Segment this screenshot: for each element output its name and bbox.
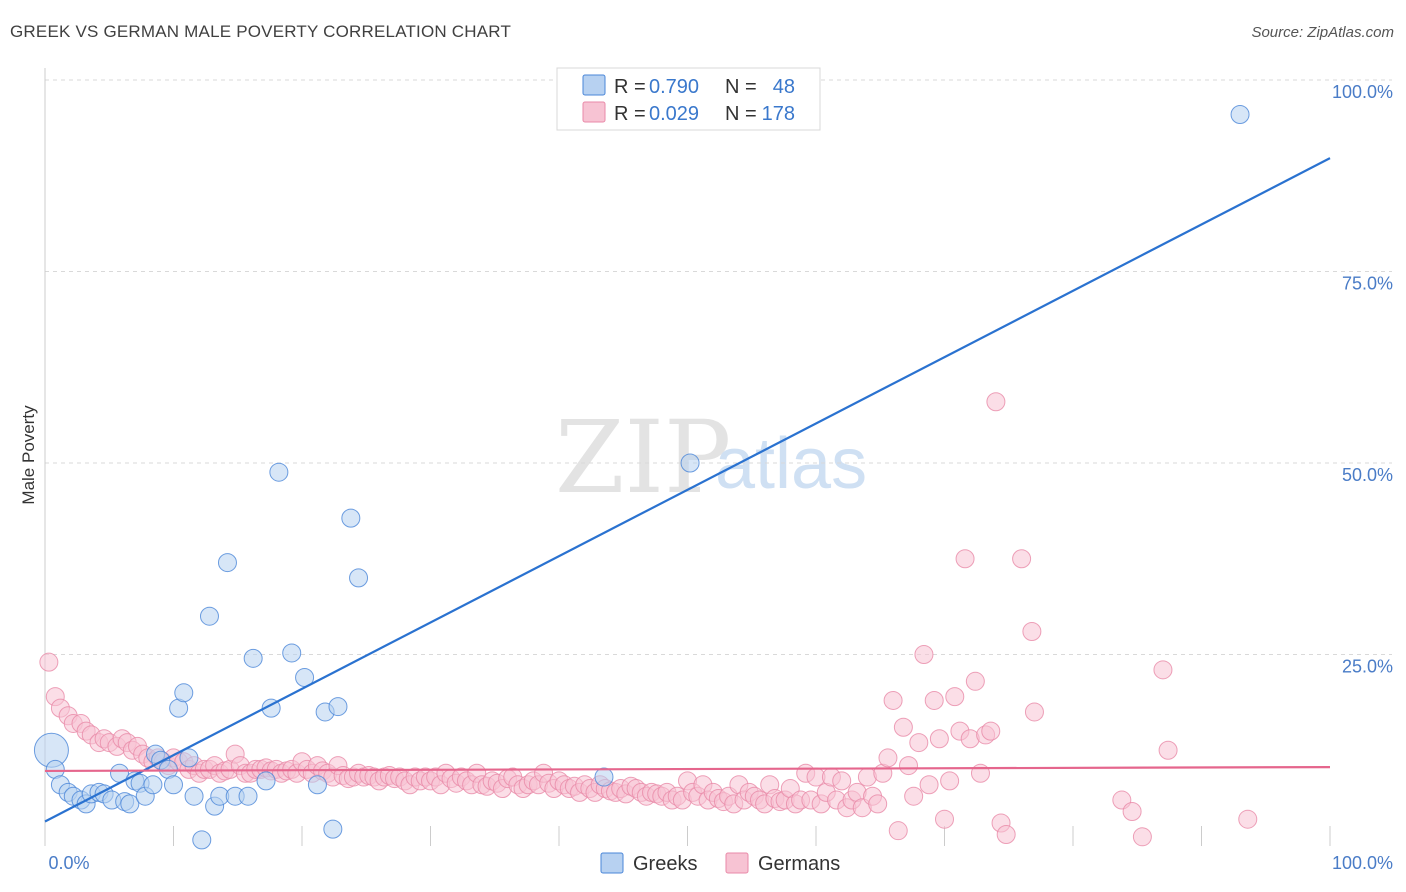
germans-legend-swatch <box>582 101 606 123</box>
germans-point <box>986 392 1006 412</box>
greeks-point <box>164 775 183 795</box>
greeks-point <box>179 748 199 768</box>
greeks-point <box>174 683 194 703</box>
greeks-point <box>217 553 237 573</box>
greeks-point <box>184 786 204 806</box>
germans-point <box>883 690 903 710</box>
trendlines <box>44 157 1331 823</box>
germans-point <box>1132 827 1152 847</box>
legend-n-label: N = <box>725 103 757 125</box>
y-tick-label: 25.0% <box>1342 657 1393 677</box>
greeks-point <box>349 568 369 588</box>
watermark: ZIP atlas <box>555 399 867 516</box>
germans-point <box>1024 702 1044 722</box>
germans-point <box>904 786 924 806</box>
germans-point <box>899 756 919 776</box>
germans-point <box>919 775 939 795</box>
germans-point <box>1012 549 1032 569</box>
germans-point <box>1022 622 1042 642</box>
legend-n-label: N = <box>725 76 757 98</box>
germans-point <box>893 717 913 737</box>
greeks-point <box>282 643 302 663</box>
source-credit: Source: ZipAtlas.com <box>1251 24 1394 41</box>
germans-legend-label: Germans <box>758 853 840 875</box>
legend-n-value: 48 <box>773 76 795 98</box>
greeks-point <box>243 648 263 668</box>
x-tick-label: 0.0% <box>48 853 89 873</box>
germans-point <box>940 771 960 791</box>
germans-point <box>909 733 929 753</box>
legend-r-label: R = <box>614 103 646 125</box>
legend-r-value: 0.029 <box>649 103 699 125</box>
watermark-zip: ZIP <box>555 399 731 516</box>
greeks-legend-swatch <box>582 74 606 96</box>
greeks-point <box>120 794 140 814</box>
axis-labels: Male Poverty <box>19 405 38 505</box>
germans-points <box>39 392 1258 847</box>
germans-point <box>1122 802 1142 822</box>
greeks-point <box>1230 104 1250 124</box>
germans-point <box>970 763 990 783</box>
germans-point <box>929 729 949 749</box>
germans-point <box>924 690 944 710</box>
y-tick-label: 100.0% <box>1332 82 1393 102</box>
greeks-point <box>269 462 289 482</box>
greeks-point <box>341 508 361 528</box>
germans-point <box>878 748 898 768</box>
legend-n-value: 178 <box>762 103 795 125</box>
greeks-point <box>680 453 700 473</box>
germans-point <box>1158 740 1178 760</box>
legend-box: R = 0.790 N = 48 R = 0.029 N = 178 <box>556 67 821 131</box>
germans-point <box>996 825 1016 845</box>
germans-point <box>868 794 888 814</box>
y-axis-label: Male Poverty <box>19 405 38 505</box>
greeks-point <box>143 775 163 795</box>
germans-point <box>935 809 954 829</box>
axes: 0.0% 100.0% <box>44 68 1393 873</box>
x-tick-label: 100.0% <box>1332 853 1393 873</box>
greeks-point <box>192 830 212 850</box>
greeks-point <box>594 767 614 787</box>
germans-point <box>1153 660 1173 680</box>
greeks-trendline <box>44 157 1331 823</box>
greeks-point <box>323 819 343 839</box>
greeks-points <box>33 104 1250 850</box>
legend-r-label: R = <box>614 76 646 98</box>
y-tick-label: 75.0% <box>1342 274 1393 294</box>
germans-point <box>1238 809 1258 829</box>
greeks-legend-label: Greeks <box>633 853 697 875</box>
germans-point <box>981 721 1001 741</box>
chart-title: GREEK VS GERMAN MALE POVERTY CORRELATION… <box>10 22 512 41</box>
legend-r-value: 0.790 <box>649 76 699 98</box>
germans-point <box>832 771 852 791</box>
greeks-point <box>256 771 276 791</box>
greeks-swatch <box>600 852 624 874</box>
greeks-point <box>199 606 219 626</box>
y-tick-label: 50.0% <box>1342 465 1393 485</box>
greeks-point <box>238 786 258 806</box>
germans-point <box>888 821 908 841</box>
grid: 25.0% 50.0% 75.0% 100.0% <box>45 79 1393 677</box>
germans-point <box>965 671 985 691</box>
greeks-point <box>307 775 327 795</box>
germans-trendline <box>44 766 1331 773</box>
greeks-point <box>328 697 348 717</box>
germans-point <box>955 549 975 569</box>
germans-point <box>945 687 965 707</box>
germans-point <box>914 645 934 664</box>
germans-swatch <box>725 852 749 874</box>
bottom-legend: Greeks Germans <box>600 852 840 875</box>
germans-point <box>39 652 59 672</box>
